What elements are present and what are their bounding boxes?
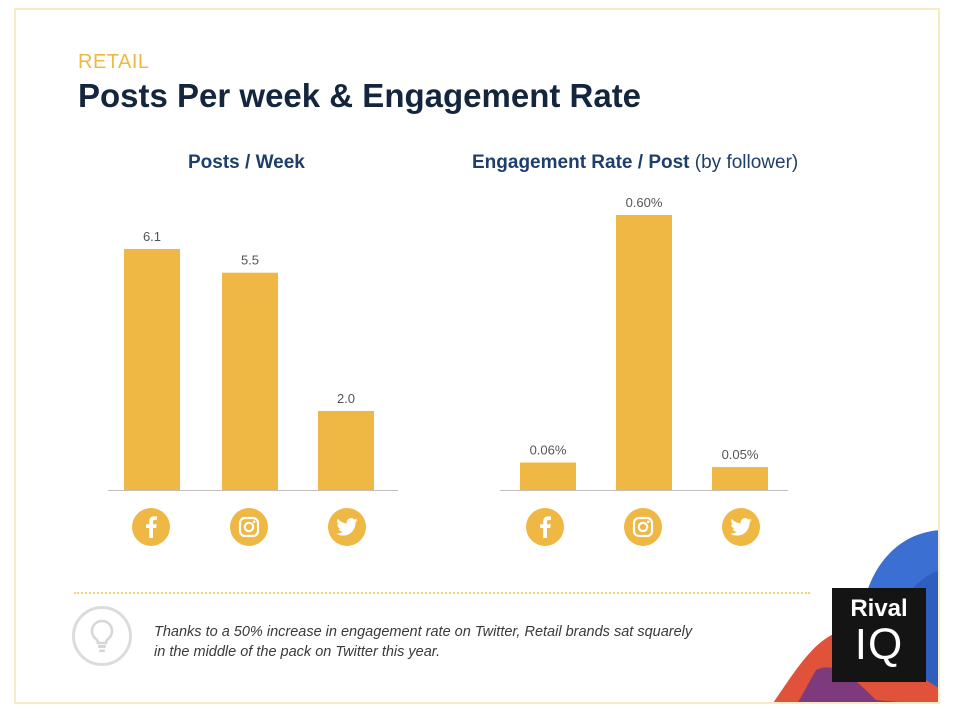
posts-value-label-instagram: 5.5 bbox=[241, 253, 259, 268]
section-kicker: RETAIL bbox=[78, 51, 150, 73]
bar-charts: 6.1 5.5 2.0 0.06% 0.60% 0.05% bbox=[108, 195, 788, 491]
chart-title-engagement-suffix: (by follower) bbox=[694, 152, 799, 173]
engagement-value-label-facebook: 0.06% bbox=[530, 443, 567, 458]
logo-line2: IQ bbox=[854, 620, 904, 669]
engagement-value-label-instagram: 0.60% bbox=[626, 195, 663, 210]
chart-title-posts-text: Posts / Week bbox=[188, 152, 305, 173]
insight-note-line1: Thanks to a 50% increase in engagement r… bbox=[154, 624, 693, 640]
chart-title-engagement-text: Engagement Rate / Post bbox=[472, 152, 690, 173]
twitter-icon bbox=[328, 508, 366, 546]
posts-bar-facebook bbox=[124, 249, 180, 490]
engagement-value-label-twitter: 0.05% bbox=[722, 447, 759, 462]
decorative-waves bbox=[773, 530, 938, 702]
chart-title-engagement: Engagement Rate / Post (by follower) bbox=[472, 152, 798, 174]
posts-value-label-facebook: 6.1 bbox=[143, 229, 161, 244]
instagram-icon bbox=[230, 508, 268, 546]
engagement-bar-facebook bbox=[520, 462, 576, 490]
engagement-bar-instagram bbox=[616, 215, 672, 490]
posts-bar-instagram bbox=[222, 272, 278, 490]
chart-title-posts: Posts / Week bbox=[188, 152, 305, 174]
page-title: Posts Per week & Engagement Rate bbox=[78, 77, 642, 114]
dotted-divider bbox=[74, 592, 810, 594]
logo-line1: Rival bbox=[850, 595, 908, 622]
posts-bar-twitter bbox=[318, 410, 374, 490]
engagement-bar-twitter bbox=[712, 467, 768, 490]
slide-frame: RETAIL Posts Per week & Engagement Rate … bbox=[14, 8, 940, 704]
rival-iq-logo: Rival IQ bbox=[832, 588, 926, 682]
posts-value-label-twitter: 2.0 bbox=[337, 391, 355, 406]
facebook-icon bbox=[526, 508, 564, 546]
insight-note: Thanks to a 50% increase in engagement r… bbox=[154, 622, 714, 662]
facebook-icon bbox=[132, 508, 170, 546]
twitter-icon bbox=[722, 508, 760, 546]
lightbulb-icon bbox=[72, 606, 132, 666]
insight-note-line2: in the middle of the pack on Twitter thi… bbox=[154, 644, 441, 660]
instagram-icon bbox=[624, 508, 662, 546]
